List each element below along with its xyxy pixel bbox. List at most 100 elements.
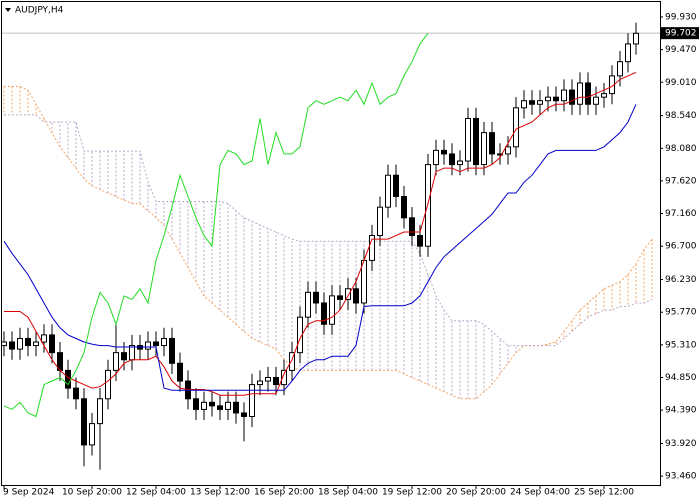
candle-body xyxy=(177,362,183,382)
candle-body xyxy=(1,341,7,347)
candle-body xyxy=(33,341,39,347)
candle-body xyxy=(81,398,87,446)
candle-body xyxy=(601,93,607,98)
candle-body xyxy=(617,61,623,77)
candle-body xyxy=(513,107,519,148)
candle-body xyxy=(377,206,383,237)
candle-body xyxy=(273,376,279,386)
candle-body xyxy=(569,89,575,105)
last-price-label: 99.702 xyxy=(665,29,697,39)
y-tick-label: 96.700 xyxy=(665,242,697,252)
y-tick-label: 93.920 xyxy=(665,439,697,449)
candle-body xyxy=(225,401,231,410)
candle-body xyxy=(161,337,167,347)
candle-body xyxy=(393,174,399,198)
candle-body xyxy=(489,132,495,155)
candle-body xyxy=(353,288,359,304)
candle-body xyxy=(449,153,455,166)
candle-body xyxy=(289,352,295,371)
candle-body xyxy=(17,337,23,350)
candle-body xyxy=(345,288,351,300)
candle-body xyxy=(233,401,239,414)
chart-title: AUDJPY,H4 xyxy=(15,6,64,16)
candle-body xyxy=(553,96,559,102)
candle-body xyxy=(201,401,207,410)
indicator-line xyxy=(3,104,637,391)
candle-body xyxy=(545,96,551,102)
x-tick-label: 10 Sep 20:00 xyxy=(62,488,122,498)
x-tick-label: 25 Sep 12:00 xyxy=(574,488,634,498)
candle-body xyxy=(9,341,15,350)
candle-body xyxy=(73,387,79,400)
candle-body xyxy=(321,302,327,325)
candle-body xyxy=(481,132,487,166)
candle-body xyxy=(497,153,503,156)
y-tick-label: 97.620 xyxy=(665,176,697,186)
candle-body xyxy=(97,398,103,425)
candle-body xyxy=(521,100,527,109)
y-tick-label: 98.540 xyxy=(665,111,697,121)
candle-body xyxy=(465,117,471,162)
candle-body xyxy=(593,96,599,105)
candle-body xyxy=(577,82,583,105)
candle-body xyxy=(281,369,287,386)
x-tick-label: 18 Sep 04:00 xyxy=(318,488,378,498)
candle-body xyxy=(129,345,135,361)
candle-body xyxy=(305,291,311,318)
candle-body xyxy=(433,149,439,166)
candle-body xyxy=(457,160,463,166)
candle-body xyxy=(561,89,567,102)
candle-body xyxy=(313,291,319,304)
senkou-span-a xyxy=(4,86,653,400)
candle-body xyxy=(65,369,71,389)
candle-body xyxy=(89,423,95,446)
x-tick-label: 24 Sep 04:00 xyxy=(510,488,570,498)
candle-body xyxy=(625,43,631,63)
last-price-box xyxy=(661,27,699,40)
candle-body xyxy=(145,341,151,350)
title-marker xyxy=(5,8,11,12)
x-tick-label: 13 Sep 12:00 xyxy=(190,488,250,498)
candle-body xyxy=(361,259,367,304)
candle-body xyxy=(49,334,55,354)
candle-body xyxy=(169,337,175,364)
x-tick-label: 19 Sep 12:00 xyxy=(382,488,442,498)
y-tick-label: 95.310 xyxy=(665,340,697,350)
y-tick-label: 99.010 xyxy=(665,78,697,88)
candle-body xyxy=(505,146,511,155)
y-tick-label: 94.850 xyxy=(665,373,697,383)
candle-body xyxy=(385,174,391,208)
x-tick-label: 16 Sep 20:00 xyxy=(254,488,314,498)
y-tick-label: 98.080 xyxy=(665,144,697,154)
plot-frame xyxy=(1,1,661,486)
candle-body xyxy=(369,235,375,261)
y-tick-label: 99.470 xyxy=(665,45,697,55)
x-tick-label: 20 Sep 20:00 xyxy=(446,488,506,498)
indicator-line xyxy=(4,71,637,396)
candle-body xyxy=(337,295,343,300)
y-tick-label: 95.770 xyxy=(665,308,697,318)
candle-body xyxy=(241,412,247,418)
candle-body xyxy=(585,82,591,105)
senkou-span-b xyxy=(4,114,653,347)
y-tick-label: 96.230 xyxy=(665,275,697,285)
candle-body xyxy=(113,352,119,371)
candle-body xyxy=(329,295,335,325)
y-tick-label: 97.160 xyxy=(665,209,697,219)
candle-body xyxy=(441,149,447,155)
candle-body xyxy=(249,384,255,418)
y-tick-label: 93.460 xyxy=(665,472,697,482)
candle-body xyxy=(401,196,407,219)
y-tick-label: 99.930 xyxy=(665,12,697,22)
candle-body xyxy=(105,369,111,400)
candle-body xyxy=(529,100,535,105)
candle-body xyxy=(121,352,127,361)
candle-body xyxy=(217,405,223,410)
candle-body xyxy=(265,376,271,382)
candle-body xyxy=(633,32,639,45)
candle-body xyxy=(537,100,543,105)
candle-body xyxy=(409,217,415,237)
candle-body xyxy=(25,337,31,347)
candle-body xyxy=(41,334,47,343)
